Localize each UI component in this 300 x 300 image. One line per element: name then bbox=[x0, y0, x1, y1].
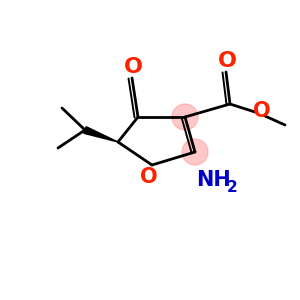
Text: O: O bbox=[253, 101, 271, 121]
Text: O: O bbox=[218, 51, 236, 71]
Text: NH: NH bbox=[196, 170, 231, 190]
Circle shape bbox=[172, 104, 198, 130]
Circle shape bbox=[182, 139, 208, 165]
Text: 2: 2 bbox=[226, 181, 237, 196]
Text: O: O bbox=[124, 57, 142, 77]
Polygon shape bbox=[84, 127, 118, 142]
Text: O: O bbox=[140, 167, 158, 187]
